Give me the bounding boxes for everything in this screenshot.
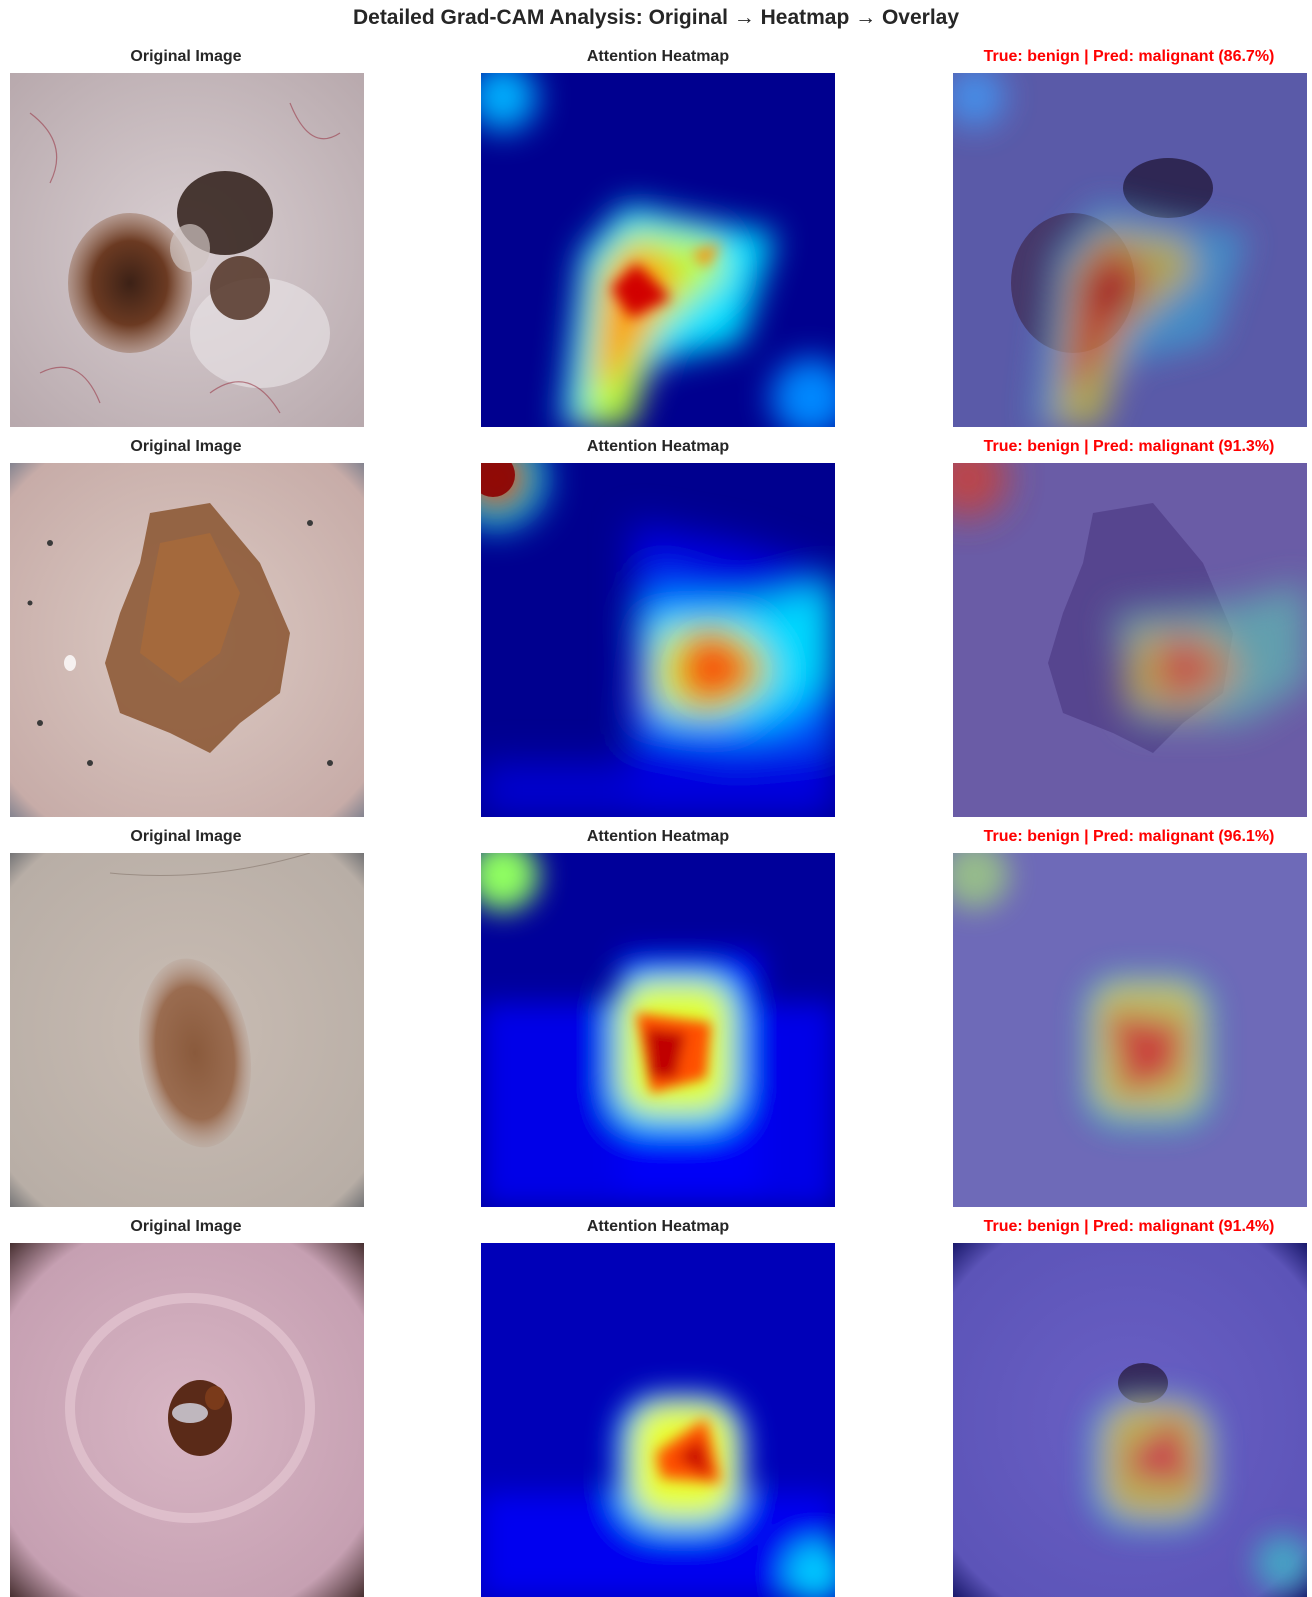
- attention-heatmap-4: [481, 1243, 835, 1597]
- overlay-image-4: [953, 1243, 1307, 1597]
- attention-heatmap-3: [481, 853, 835, 1207]
- overlay-image-2: [953, 463, 1307, 817]
- prediction-title-1: True: benign | Pred: malignant (86.7%): [983, 48, 1275, 65]
- original-image-3: [10, 853, 364, 1207]
- original-image-4: [10, 1243, 364, 1597]
- original-image-title-1: Original Image: [130, 48, 242, 65]
- original-image-title-2: Original Image: [130, 438, 242, 455]
- attention-heatmap-2: [481, 463, 835, 817]
- overlay-image-1: [953, 73, 1307, 427]
- original-image-title-4: Original Image: [130, 1218, 242, 1235]
- original-image-1: [10, 73, 364, 427]
- prediction-title-4: True: benign | Pred: malignant (91.4%): [983, 1218, 1275, 1235]
- heatmap-title-2: Attention Heatmap: [586, 438, 730, 455]
- figure-title: Detailed Grad-CAM Analysis: Original → H…: [352, 6, 960, 29]
- overlay-image-3: [953, 853, 1307, 1207]
- original-image-2: [10, 463, 364, 817]
- heatmap-title-1: Attention Heatmap: [586, 48, 730, 65]
- original-image-title-3: Original Image: [130, 828, 242, 845]
- attention-heatmap-1: [481, 73, 835, 427]
- prediction-title-3: True: benign | Pred: malignant (96.1%): [983, 828, 1275, 845]
- prediction-title-2: True: benign | Pred: malignant (91.3%): [983, 438, 1275, 455]
- heatmap-title-3: Attention Heatmap: [586, 828, 730, 845]
- heatmap-title-4: Attention Heatmap: [586, 1218, 730, 1235]
